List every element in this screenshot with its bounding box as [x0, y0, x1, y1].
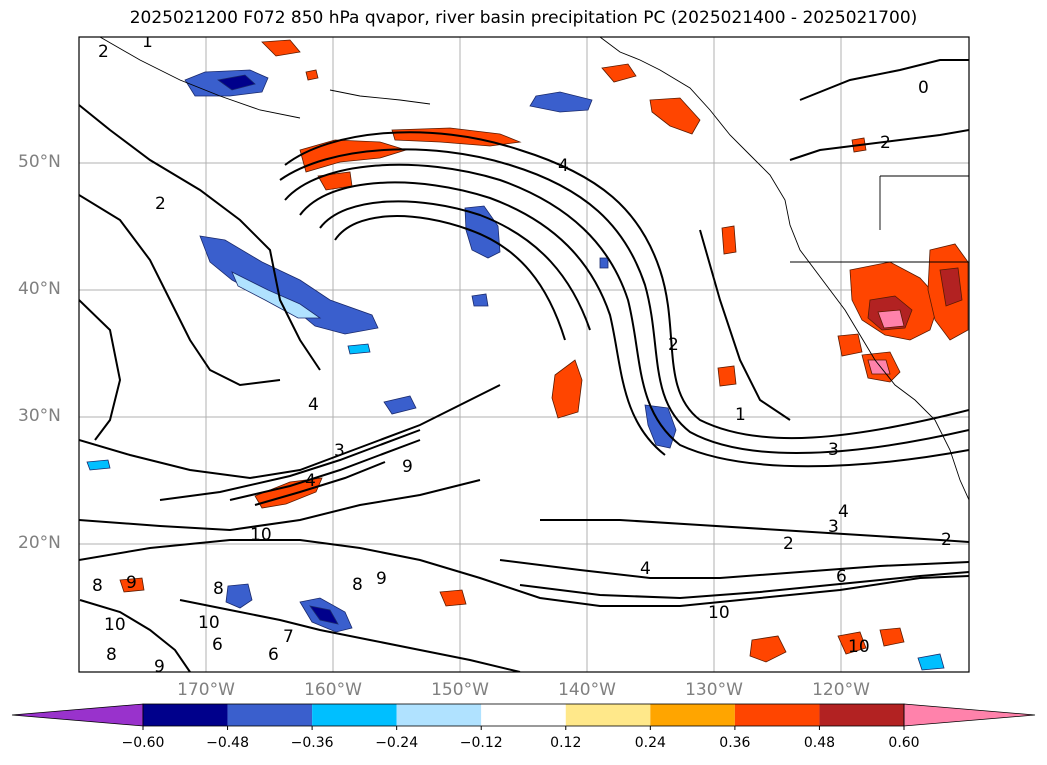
contour-label: 0 — [918, 78, 929, 98]
lon-label-170w: 170°W — [177, 680, 235, 700]
colorbar-tick-label: −0.36 — [290, 735, 334, 751]
contour-label: 2 — [783, 534, 794, 554]
positive-anomaly-areas — [119, 39, 969, 663]
contour-label: 2 — [668, 335, 679, 355]
contour-label: 10 — [104, 615, 126, 635]
contour-label: 10 — [708, 603, 730, 623]
lon-label-130w: 130°W — [685, 680, 743, 700]
contour-label: 1 — [142, 32, 153, 52]
qvapor-contours — [79, 59, 969, 672]
contour-label: 6 — [212, 635, 223, 655]
colorbar-tick-label: 0.60 — [888, 735, 920, 751]
lat-label-40n: 40°N — [18, 279, 61, 299]
colorbar-tick-label: 0.36 — [719, 735, 751, 751]
contour-label: 2 — [941, 530, 952, 550]
coastlines — [99, 37, 969, 501]
contour-label: 2 — [155, 194, 166, 214]
contour-label: 6 — [836, 567, 847, 587]
contour-label: 1 — [735, 405, 746, 425]
contour-label: 10 — [848, 637, 870, 657]
colorbar-tick-label: 0.48 — [803, 735, 836, 751]
contour-label: 4 — [640, 559, 651, 579]
contour-label: 9 — [376, 569, 387, 589]
contour-label: 3 — [828, 517, 839, 537]
contour-label: 7 — [283, 627, 294, 647]
graticule — [79, 37, 969, 672]
lon-label-160w: 160°W — [304, 680, 362, 700]
contour-label: 4 — [308, 395, 319, 415]
lon-label-140w: 140°W — [558, 680, 616, 700]
contour-label: 2 — [98, 42, 109, 62]
map-title: 2025021200 F072 850 hPa qvapor, river ba… — [129, 8, 918, 28]
contour-label: 9 — [402, 457, 413, 477]
contour-label: 4 — [305, 471, 316, 491]
lon-label-120w: 120°W — [812, 680, 870, 700]
contour-label: 2 — [880, 133, 891, 153]
lat-label-20n: 20°N — [18, 533, 61, 553]
colorbar-tick-label: −0.60 — [121, 735, 165, 751]
contour-label: 9 — [126, 573, 137, 593]
lat-label-30n: 30°N — [18, 406, 61, 426]
contour-label: 8 — [352, 575, 363, 595]
colorbar-tick-label: 0.24 — [634, 735, 666, 751]
contour-label: 3 — [828, 440, 839, 460]
colorbar-tick-label: 0.12 — [550, 735, 582, 751]
colorbar-tick-label: −0.24 — [375, 735, 419, 751]
contour-label: 9 — [154, 657, 165, 677]
contour-label: 8 — [213, 579, 224, 599]
contour-label: 8 — [92, 576, 103, 596]
contour-label: 10 — [198, 613, 220, 633]
contour-label: 4 — [838, 502, 849, 522]
contour-labels: 1 2 2 0 4 2 2 1 3 4 3 9 4 10 3 4 2 6 8 9… — [92, 32, 952, 677]
lon-label-150w: 150°W — [431, 680, 489, 700]
lat-label-50n: 50°N — [18, 152, 61, 172]
colorbar-tick-label: −0.48 — [206, 735, 249, 751]
contour-label: 8 — [106, 645, 117, 665]
colorbar-tick-label: −0.12 — [459, 735, 503, 751]
contour-label: 4 — [558, 156, 569, 176]
contour-label: 10 — [250, 525, 272, 545]
map-frame — [78, 36, 970, 673]
contour-label: 3 — [334, 441, 345, 461]
contour-label: 6 — [268, 645, 279, 665]
